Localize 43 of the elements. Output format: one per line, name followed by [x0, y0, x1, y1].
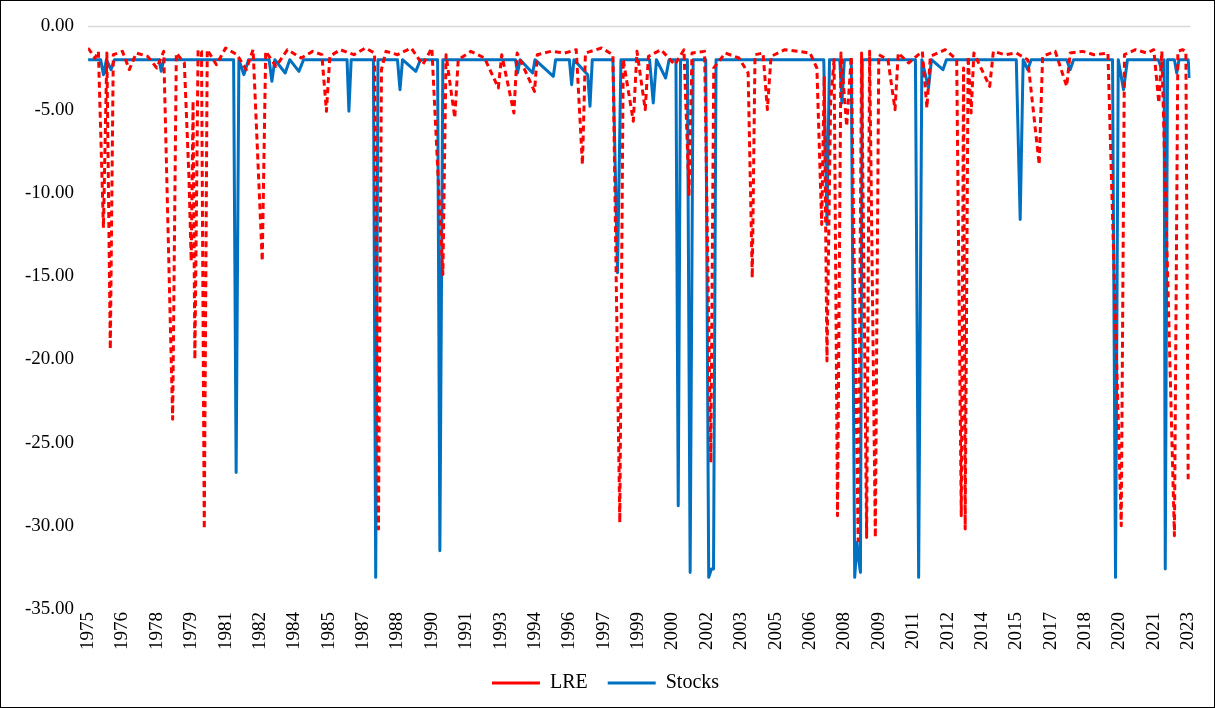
x-tick-label: 1990 — [419, 612, 441, 650]
x-tick-label: 1991 — [454, 612, 476, 650]
x-tick-label: 1994 — [522, 611, 544, 650]
x-tick-label: 2000 — [660, 612, 682, 650]
y-tick-label: 0.00 — [40, 14, 75, 36]
y-tick-label: -5.00 — [34, 97, 75, 119]
legend-label: LRE — [549, 670, 588, 693]
x-tick-label: 2003 — [729, 612, 751, 650]
x-tick-label: 2017 — [1038, 612, 1060, 650]
x-tick-label: 2002 — [694, 612, 716, 650]
x-tick-label: 1997 — [591, 612, 613, 650]
x-tick-label: 1981 — [213, 612, 235, 650]
x-tick-label: 1993 — [488, 612, 510, 650]
x-tick-label: 2015 — [1004, 612, 1026, 650]
x-tick-label: 1978 — [144, 612, 166, 650]
y-tick-label: -20.00 — [25, 347, 75, 369]
x-tick-label: 2008 — [832, 612, 854, 650]
y-tick-label: -10.00 — [25, 180, 75, 202]
x-tick-label: 2012 — [935, 612, 957, 650]
x-tick-label: 1996 — [557, 612, 579, 650]
x-tick-label: 1984 — [282, 611, 304, 650]
x-tick-label: 1975 — [76, 612, 98, 650]
x-tick-label: 1982 — [247, 612, 269, 650]
x-tick-label: 1985 — [316, 612, 338, 650]
x-tick-label: 1999 — [626, 612, 648, 650]
x-tick-label: 2018 — [1073, 612, 1095, 650]
x-tick-label: 2014 — [969, 611, 991, 650]
y-tick-label: -35.00 — [25, 596, 75, 618]
x-tick-label: 2006 — [798, 612, 819, 650]
x-tick-label: 2009 — [866, 612, 888, 650]
x-tick-label: 1988 — [385, 612, 407, 650]
x-tick-label: 2020 — [1107, 612, 1129, 650]
x-tick-label: 1976 — [110, 612, 132, 650]
legend-label: Stocks — [665, 670, 720, 693]
y-tick-label: -15.00 — [25, 264, 75, 286]
x-tick-label: 1979 — [179, 612, 201, 650]
x-tick-label: 2005 — [763, 612, 785, 650]
x-tick-label: 2011 — [901, 612, 923, 650]
x-tick-label: 1987 — [351, 612, 373, 650]
x-tick-label: 2023 — [1176, 612, 1198, 650]
y-tick-label: -25.00 — [25, 430, 75, 452]
x-tick-label: 2021 — [1141, 612, 1163, 650]
y-tick-label: -30.00 — [25, 513, 75, 535]
